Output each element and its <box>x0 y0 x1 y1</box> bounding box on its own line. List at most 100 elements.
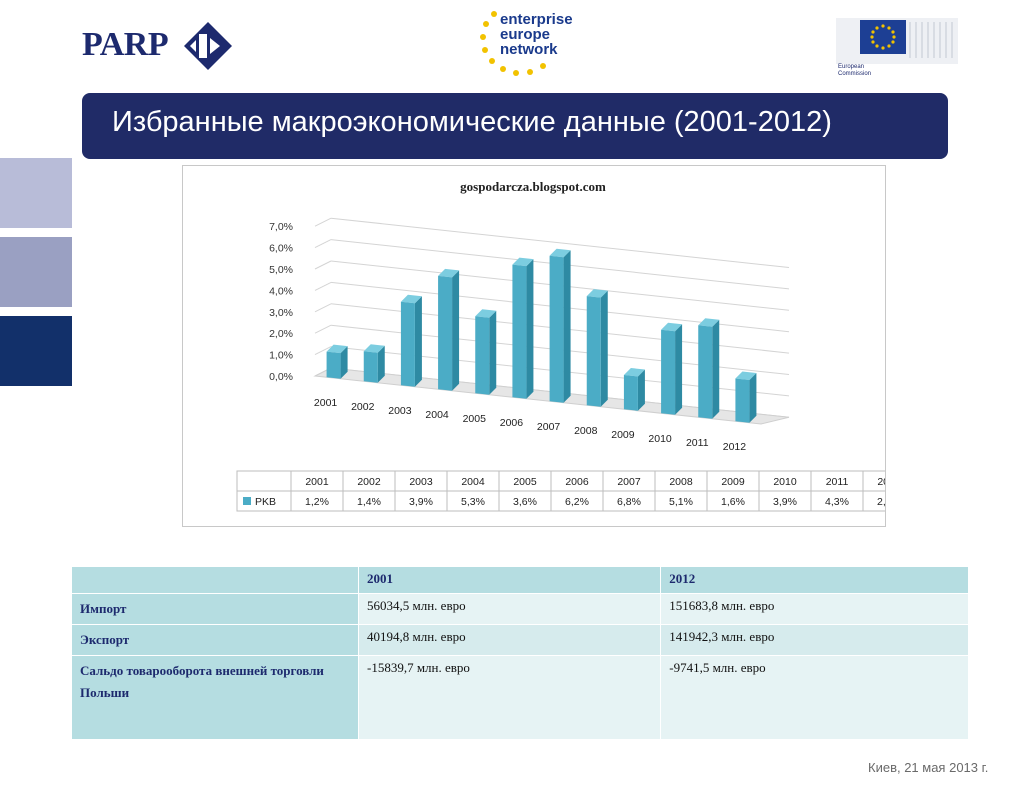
table-row: Сальдо товарооборота внешней торговли По… <box>71 655 969 740</box>
data-label: 1,4% <box>357 496 381 508</box>
x-tick-label: 2004 <box>425 409 449 421</box>
trade-table: 2001 2012 Импорт 56034,5 млн. евро 15168… <box>71 566 969 740</box>
data-label: 3,6% <box>513 496 537 508</box>
table-year-label: 2001 <box>305 476 329 488</box>
table-row: Экспорт 40194,8 млн. евро 141942,3 млн. … <box>71 624 969 656</box>
enterprise-europe-network-logo: enterprise europe network <box>476 2 576 82</box>
bar-side <box>712 319 720 419</box>
table-year-label: 2008 <box>669 476 693 488</box>
legend-swatch <box>243 497 251 505</box>
parp-arrows-icon <box>184 22 232 70</box>
table-year-label: 2002 <box>357 476 381 488</box>
data-label: 6,8% <box>617 496 641 508</box>
bar-side <box>675 324 683 415</box>
x-tick-label: 2001 <box>314 397 338 409</box>
ec-line-1: European <box>838 64 865 70</box>
table-year-label: 2012 <box>877 476 885 488</box>
table-year-label: 2010 <box>773 476 797 488</box>
gridline-side <box>314 217 332 227</box>
footer-date: Киев, 21 мая 2013 г. <box>868 760 989 775</box>
gdp-chart-svg: gospodarcza.blogspot.com 0,0% 1,0% 2,0% 3,0%… <box>236 179 885 512</box>
ec-line-2: Commission <box>838 71 872 77</box>
data-label: 2,0% <box>877 496 885 508</box>
bar <box>400 301 415 387</box>
data-label: 1,2% <box>305 496 329 508</box>
row-label-import: Импорт <box>71 593 359 625</box>
bar <box>549 255 564 403</box>
een-line-1: enterprise <box>500 11 573 28</box>
gridline-side <box>314 324 332 334</box>
x-tick-label: 2003 <box>388 405 412 417</box>
bar-side <box>526 259 534 399</box>
bar-side <box>600 290 608 407</box>
x-tick-label: 2009 <box>611 429 635 441</box>
bar-top <box>549 248 571 258</box>
chart-title: gospodarcza.blogspot.com <box>460 179 606 194</box>
legend-label: PKB <box>255 496 276 508</box>
data-label: 6,2% <box>565 496 589 508</box>
balance-2012: -9741,5 млн. евро <box>660 655 969 740</box>
bar <box>735 378 750 423</box>
bar <box>438 275 453 391</box>
y-tick-label: 4,0% <box>269 285 293 297</box>
bar-top <box>400 294 422 304</box>
y-tick-label: 5,0% <box>269 264 293 276</box>
bar-side <box>637 369 645 411</box>
side-block-dark <box>0 316 72 386</box>
data-label: 5,1% <box>669 496 693 508</box>
gridline <box>330 217 790 268</box>
export-2012: 141942,3 млн. евро <box>660 624 969 656</box>
x-tick-label: 2012 <box>723 441 747 453</box>
import-2012: 151683,8 млн. евро <box>660 593 969 625</box>
export-2001: 40194,8 млн. евро <box>357 624 662 656</box>
gridline-side <box>314 239 332 249</box>
table-year-label: 2006 <box>565 476 589 488</box>
y-tick-label: 0,0% <box>269 371 293 383</box>
bar <box>661 329 676 415</box>
import-2001: 56034,5 млн. евро <box>357 593 662 625</box>
star-ring-icon <box>480 11 546 76</box>
bar-top <box>512 257 534 267</box>
gridline-side <box>314 346 332 356</box>
bar-top <box>623 368 645 377</box>
title-bar: Избранные макроэкономические данные (200… <box>82 93 948 159</box>
bar-top <box>586 289 608 298</box>
bar-top <box>363 344 385 353</box>
table-year-label: 2011 <box>826 476 849 488</box>
parp-logo-text: PARP <box>82 26 169 63</box>
x-tick-label: 2010 <box>648 433 672 445</box>
bar-top <box>475 309 497 318</box>
gridline-side <box>314 281 332 291</box>
bar <box>698 325 713 419</box>
bar-top <box>438 268 460 278</box>
data-label: 3,9% <box>773 496 797 508</box>
y-tick-label: 7,0% <box>269 221 293 233</box>
european-commission-logo: European Commission <box>836 18 958 78</box>
bar-side <box>452 270 460 391</box>
data-label: 1,6% <box>721 496 745 508</box>
data-label: 4,3% <box>825 496 849 508</box>
een-line-2: europe <box>500 26 551 43</box>
x-tick-label: 2002 <box>351 401 375 413</box>
y-tick-label: 1,0% <box>269 350 293 362</box>
side-block-medium <box>0 237 72 307</box>
gridline-side <box>314 260 332 270</box>
data-label: 3,9% <box>409 496 433 508</box>
table-row: Импорт 56034,5 млн. евро 151683,8 млн. е… <box>71 593 969 625</box>
table-year-label: 2007 <box>617 476 641 488</box>
bar-top <box>698 318 720 327</box>
x-tick-label: 2007 <box>537 421 561 433</box>
een-line-3: network <box>500 41 558 58</box>
row-label-export: Экспорт <box>71 624 359 656</box>
side-block-light <box>0 158 72 228</box>
x-tick-label: 2006 <box>500 417 524 429</box>
bar-top <box>661 322 683 332</box>
table-header-2001: 2001 <box>357 566 662 594</box>
bar-side <box>749 372 757 423</box>
bar <box>326 351 341 379</box>
bar-top <box>735 371 757 380</box>
row-label-balance: Сальдо товарооборота внешней торговли По… <box>71 655 359 740</box>
table-header-row: 2001 2012 <box>71 566 969 594</box>
balance-2001: -15839,7 млн. евро <box>357 655 662 740</box>
table-year-label: 2004 <box>461 476 485 488</box>
